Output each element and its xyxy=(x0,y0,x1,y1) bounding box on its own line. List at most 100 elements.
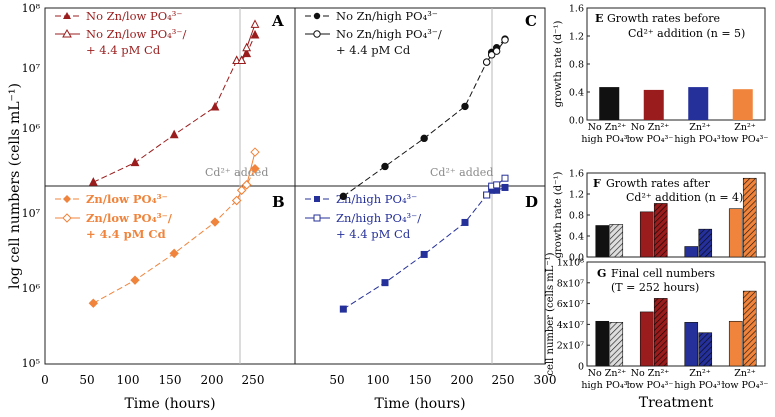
panel-a-series-1-point-8 xyxy=(250,29,260,39)
panel-b-series-2-point-2 xyxy=(236,185,247,195)
panel-f-bar-2-cd-hatch xyxy=(654,203,668,257)
panel-e-ytick-label-4: 1.6 xyxy=(569,4,584,15)
panel-e-bar-1 xyxy=(599,87,620,120)
panel-a-series-2-point-2 xyxy=(237,55,247,65)
y-tick-bottom-1e6: 10⁶ xyxy=(22,282,41,295)
panel-f-bar-1-cd-hatch xyxy=(609,224,623,257)
panel-b-series-1-point-2 xyxy=(130,275,140,285)
legend-a: No Zn/low PO₄³⁻ No Zn/low PO₄³⁻/ + 4.4 p… xyxy=(55,9,186,57)
legend-d: Zn/high PO₄³⁻ Zn/high PO₄³⁻/ + 4.4 pM Cd xyxy=(305,192,421,241)
legend-c: No Zn/high PO₄³⁻ No Zn/high PO₄³⁻/ + 4.4… xyxy=(305,9,442,57)
panel-g-ytick-label-4: 8x10⁷ xyxy=(557,278,584,289)
panel-g-ytick-label-0: 0 xyxy=(578,362,584,373)
panel-g-bar-3-cd-hatch xyxy=(698,332,712,366)
y-tick-top-1e7: 10⁷ xyxy=(22,62,41,75)
panel-f-ytick-label-0: 0.0 xyxy=(569,253,584,264)
x-tick-0: 0 xyxy=(41,373,49,387)
panel-d-series-1-point-1 xyxy=(339,305,347,313)
panel-f-bar-3-no-cd xyxy=(684,246,699,258)
legend-d-line1: Zn/high PO₄³⁻ xyxy=(336,192,417,206)
panel-e-title-1: Growth rates before xyxy=(607,12,720,25)
plot-layer: 0.0 0.4 0.8 1.2 1.6 0.0 0.4 0.8 1.2 1.6 0 2x10⁷ 4x10… xyxy=(88,4,757,373)
panel-g-bar-1-cd-hatch xyxy=(609,322,623,366)
y-tick-bottom-1e5: 10⁵ xyxy=(22,357,40,370)
panel-e-bar-2 xyxy=(643,89,664,120)
panel-letter-e: E xyxy=(595,12,603,25)
e-cat-2-l1: No Zn²⁺ xyxy=(631,122,670,133)
panel-g-bar-3-no-cd xyxy=(684,322,699,367)
panel-g-ytick-label-1: 2x10⁷ xyxy=(557,341,584,352)
panel-g-bar-4-cd-hatch xyxy=(743,291,757,366)
panel-f-bar-4-cd-hatch xyxy=(743,178,757,257)
g-cat-3-l1: Zn²⁺ xyxy=(689,368,711,379)
panel-g-ylabel: cell number (cells mL⁻¹) xyxy=(545,252,556,375)
panel-f-ylabel: growth rate (d⁻¹) xyxy=(553,172,564,259)
legend-b: Zn/low PO₄³⁻ Zn/low PO₄³⁻/ + 4.4 pM Cd xyxy=(55,192,173,241)
e-cat-1-l2: high PO₄³⁻ xyxy=(581,134,632,145)
panel-f-bar-2-no-cd xyxy=(639,211,654,258)
panel-f-bar-3-cd-hatch xyxy=(698,229,712,257)
panel-f-ytick-label-1: 0.4 xyxy=(569,232,584,243)
panel-d-series-1-point-8 xyxy=(501,183,509,191)
panel-a-series-2-point-3 xyxy=(242,42,252,52)
g-cat-1-l1: No Zn²⁺ xyxy=(588,368,627,379)
panel-a-series-1-point-3 xyxy=(169,129,179,139)
panel-f-title-2: Cd²⁺ addition (n = 4) xyxy=(626,191,743,204)
panel-d-series-1-point-2 xyxy=(381,279,389,287)
panel-f-bar-1-no-cd xyxy=(595,225,610,258)
x-tick-150: 150 xyxy=(159,373,182,387)
panel-b-series-2-line xyxy=(236,151,256,201)
legend-c-marker-filled xyxy=(313,12,321,20)
treatment-label: Treatment xyxy=(639,395,714,411)
panel-d-series-2-point-1 xyxy=(483,191,491,199)
panel-b-series-2-point-3 xyxy=(241,180,252,190)
panel-g-ytick-label-3: 6x10⁷ xyxy=(557,299,584,310)
panel-e-category-labels: No Zn²⁺ high PO₄³⁻ No Zn²⁺ low PO₄³⁻ Zn²… xyxy=(581,122,768,145)
panel-g-bar-2-cd-hatch xyxy=(654,298,668,366)
panel-f-ytick-label-4: 1.6 xyxy=(569,169,584,180)
panel-c-series-1-point-3 xyxy=(420,134,428,143)
panel-letter-f: F xyxy=(593,177,601,190)
panel-d-series-2-point-3 xyxy=(493,181,501,189)
panel-c-series-1-point-2 xyxy=(381,162,389,171)
panel-letter-a: A xyxy=(271,12,284,30)
x-axis-label-right: Time (hours) xyxy=(374,396,465,412)
panel-f-ytick-label-3: 1.2 xyxy=(569,190,584,201)
panel-e-ytick-label-1: 0.4 xyxy=(569,88,584,99)
panel-d-series-1-point-4 xyxy=(461,218,469,226)
legend-b-line2: Zn/low PO₄³⁻/ xyxy=(86,211,173,225)
x-tick-50: 50 xyxy=(79,373,94,387)
e-cat-1-l1: No Zn²⁺ xyxy=(588,122,627,133)
legend-c-line1: No Zn/high PO₄³⁻ xyxy=(336,9,438,23)
x-tick-200: 200 xyxy=(201,373,224,387)
panel-d-series-2-point-4 xyxy=(501,174,509,182)
panel-g-bar-2-no-cd xyxy=(639,311,654,367)
e-cat-2-l2: low PO₄³⁻ xyxy=(627,134,674,145)
panel-a-series-1-point-1 xyxy=(88,177,98,186)
e-cat-3-l1: Zn²⁺ xyxy=(689,122,711,133)
x-tick-r-150: 150 xyxy=(409,373,432,387)
panel-e-bar-4 xyxy=(732,89,753,120)
panel-letter-d: D xyxy=(525,193,538,211)
panel-b-series-1-point-1 xyxy=(88,298,99,308)
legend-a-marker-open xyxy=(62,28,72,38)
panel-c-series-1-point-4 xyxy=(461,102,469,111)
y-tick-top-1e8: 10⁸ xyxy=(22,2,41,15)
x-tick-r-300: 300 xyxy=(534,373,557,387)
g-cat-4-l2: low PO₄³⁻ xyxy=(722,380,769,391)
panel-f-bar-4-no-cd xyxy=(728,208,743,258)
e-cat-4-l2: low PO₄³⁻ xyxy=(722,134,769,145)
panel-d-series-1-point-3 xyxy=(420,250,428,258)
g-cat-1-l2: high PO₄³⁻ xyxy=(581,380,632,391)
panel-g-category-labels: No Zn²⁺ high PO₄³⁻ No Zn²⁺ low PO₄³⁻ Zn²… xyxy=(581,368,768,391)
x-tick-250: 250 xyxy=(242,373,265,387)
y-tick-bottom-1e7: 10⁷ xyxy=(22,207,41,220)
legend-b-line3: + 4.4 pM Cd xyxy=(86,227,166,241)
panel-c-series-2-point-3 xyxy=(492,47,501,55)
g-cat-2-l2: low PO₄³⁻ xyxy=(627,380,674,391)
panel-c-series-2-point-1 xyxy=(482,58,491,66)
panel-e-ylabel: growth rate (d⁻¹) xyxy=(553,21,564,108)
panel-c-series-2-point-4 xyxy=(501,36,509,44)
legend-c-line2: No Zn/high PO₄³⁻/ xyxy=(336,27,442,41)
